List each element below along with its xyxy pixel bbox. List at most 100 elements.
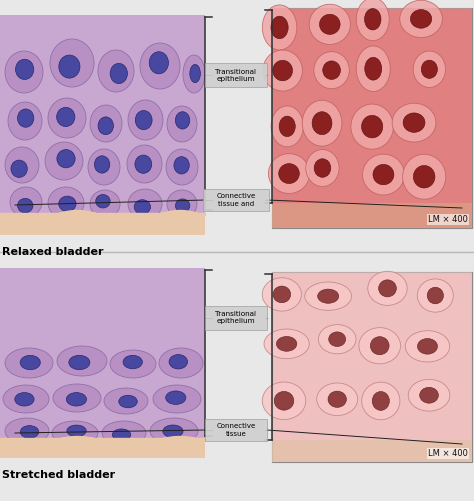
Ellipse shape: [135, 111, 152, 130]
Ellipse shape: [410, 10, 432, 28]
Ellipse shape: [273, 286, 291, 303]
Ellipse shape: [413, 165, 435, 188]
Ellipse shape: [66, 393, 86, 406]
Text: LM × 400: LM × 400: [428, 449, 468, 458]
Bar: [272, 8, 472, 228]
Text: Stretched bladder: Stretched bladder: [2, 470, 115, 480]
Ellipse shape: [104, 388, 148, 414]
Ellipse shape: [169, 355, 188, 369]
Ellipse shape: [309, 4, 350, 45]
Bar: [0, 15, 205, 235]
Ellipse shape: [365, 57, 382, 80]
Ellipse shape: [356, 0, 389, 41]
Ellipse shape: [174, 157, 189, 174]
Ellipse shape: [5, 348, 53, 378]
Ellipse shape: [110, 350, 156, 378]
Ellipse shape: [373, 164, 394, 185]
Ellipse shape: [69, 355, 90, 370]
Ellipse shape: [16, 59, 34, 80]
Ellipse shape: [57, 346, 107, 376]
Bar: [272, 440, 472, 462]
Ellipse shape: [362, 115, 383, 138]
Ellipse shape: [417, 279, 453, 312]
Text: Relaxed bladder: Relaxed bladder: [2, 247, 103, 257]
Ellipse shape: [319, 325, 356, 354]
Ellipse shape: [362, 382, 400, 420]
Ellipse shape: [351, 104, 393, 149]
Ellipse shape: [3, 385, 49, 413]
Ellipse shape: [20, 355, 40, 370]
Bar: [0, 438, 205, 458]
FancyBboxPatch shape: [205, 419, 267, 441]
Ellipse shape: [312, 112, 332, 135]
Ellipse shape: [153, 385, 201, 413]
Ellipse shape: [279, 164, 300, 183]
Ellipse shape: [102, 421, 146, 445]
FancyBboxPatch shape: [205, 306, 267, 330]
Ellipse shape: [271, 16, 288, 39]
Ellipse shape: [305, 282, 352, 310]
Ellipse shape: [356, 46, 390, 92]
Ellipse shape: [59, 196, 76, 211]
Ellipse shape: [8, 102, 42, 140]
Ellipse shape: [59, 55, 80, 78]
Ellipse shape: [274, 391, 294, 410]
Ellipse shape: [273, 60, 292, 81]
Ellipse shape: [370, 337, 389, 355]
Ellipse shape: [128, 100, 163, 140]
Bar: [0, 268, 205, 458]
Ellipse shape: [317, 383, 358, 415]
Ellipse shape: [318, 289, 339, 303]
Ellipse shape: [53, 384, 101, 412]
Ellipse shape: [276, 337, 297, 351]
Text: Transitional
epithelium: Transitional epithelium: [216, 69, 256, 82]
Bar: [272, 272, 472, 462]
Ellipse shape: [5, 147, 39, 183]
Ellipse shape: [363, 154, 404, 195]
Ellipse shape: [379, 280, 396, 297]
Ellipse shape: [90, 190, 120, 218]
Ellipse shape: [94, 156, 110, 173]
FancyBboxPatch shape: [203, 189, 269, 211]
Ellipse shape: [20, 426, 39, 438]
Ellipse shape: [268, 154, 310, 193]
Ellipse shape: [52, 421, 98, 445]
FancyBboxPatch shape: [205, 63, 267, 87]
Ellipse shape: [123, 355, 142, 369]
Ellipse shape: [88, 149, 120, 185]
Ellipse shape: [96, 194, 110, 208]
Ellipse shape: [405, 331, 450, 362]
Ellipse shape: [98, 50, 134, 92]
Ellipse shape: [323, 61, 340, 80]
Ellipse shape: [166, 391, 186, 404]
Ellipse shape: [413, 51, 446, 88]
Ellipse shape: [163, 425, 183, 437]
Ellipse shape: [403, 113, 425, 132]
Ellipse shape: [183, 55, 205, 93]
Bar: [272, 272, 472, 462]
Ellipse shape: [314, 52, 349, 89]
Ellipse shape: [18, 109, 34, 127]
Ellipse shape: [264, 329, 309, 359]
Ellipse shape: [67, 425, 86, 436]
Ellipse shape: [5, 51, 43, 93]
Text: Transitional
epithelium: Transitional epithelium: [216, 312, 256, 325]
Ellipse shape: [319, 15, 340, 35]
Ellipse shape: [140, 43, 180, 89]
Ellipse shape: [5, 418, 49, 444]
Ellipse shape: [427, 287, 444, 304]
Bar: [272, 203, 472, 228]
Bar: [0, 213, 205, 235]
Ellipse shape: [365, 9, 381, 30]
Ellipse shape: [402, 154, 446, 199]
Ellipse shape: [57, 150, 75, 168]
Ellipse shape: [328, 332, 346, 347]
Ellipse shape: [135, 155, 152, 173]
Ellipse shape: [392, 103, 436, 142]
Ellipse shape: [418, 339, 438, 354]
Text: Connective
tissue: Connective tissue: [216, 423, 255, 436]
Ellipse shape: [112, 429, 131, 440]
Ellipse shape: [167, 106, 197, 142]
Ellipse shape: [419, 387, 438, 403]
Ellipse shape: [262, 278, 301, 311]
